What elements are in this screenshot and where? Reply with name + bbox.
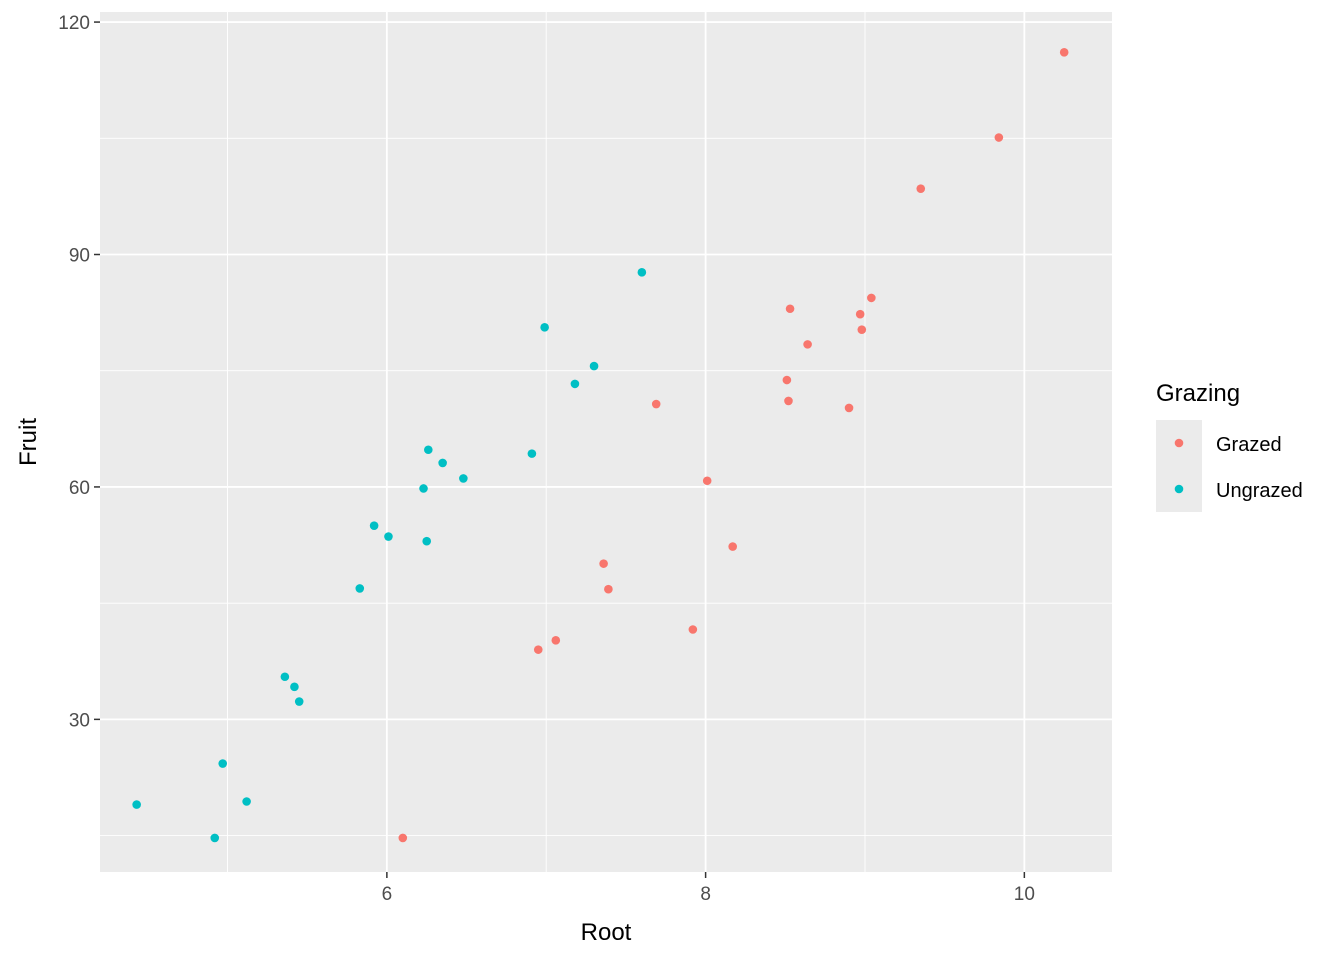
major-gridlines [100, 12, 1112, 872]
point-ungrazed [355, 584, 365, 593]
x-tick-label: 10 [1014, 884, 1035, 905]
point-ungrazed [294, 697, 304, 706]
y-axis-title: Fruit [15, 418, 42, 466]
point-ungrazed [424, 445, 433, 455]
point-grazed [994, 133, 1004, 142]
minor-gridlines [100, 12, 1112, 872]
y-axis: 30 60 90 120 [58, 13, 100, 731]
point-grazed [551, 636, 561, 645]
data-points [132, 47, 1069, 843]
point-ungrazed [290, 682, 299, 692]
point-ungrazed [419, 484, 428, 493]
point-grazed [599, 559, 608, 568]
point-grazed [398, 833, 408, 843]
point-grazed [803, 340, 812, 349]
x-axis: 6 8 10 [382, 872, 1035, 905]
legend-label-grazed: Grazed [1216, 434, 1282, 456]
y-tick-label: 60 [69, 478, 90, 499]
point-grazed [785, 304, 795, 314]
point-grazed [1059, 47, 1069, 57]
point-ungrazed [384, 532, 393, 541]
legend-title: Grazing [1156, 380, 1240, 407]
point-grazed [784, 396, 793, 406]
point-ungrazed [570, 379, 580, 389]
legend-marker-grazed [1174, 438, 1184, 448]
point-grazed [916, 184, 926, 193]
point-ungrazed [132, 800, 141, 809]
point-grazed [702, 476, 712, 486]
point-grazed [857, 325, 867, 334]
legend: Grazing Grazed Ungrazed [1156, 380, 1303, 512]
point-ungrazed [242, 797, 251, 806]
x-axis-title: Root [581, 919, 632, 946]
y-tick-label: 90 [69, 246, 90, 267]
point-ungrazed [459, 474, 468, 483]
panel-background [100, 12, 1112, 872]
point-grazed [855, 309, 865, 319]
point-grazed [533, 645, 543, 654]
point-ungrazed [369, 521, 379, 530]
point-grazed [867, 293, 876, 303]
point-grazed [688, 625, 698, 634]
x-tick-label: 6 [382, 884, 393, 905]
point-grazed [651, 399, 661, 409]
point-ungrazed [422, 536, 432, 546]
point-grazed [782, 375, 792, 385]
point-ungrazed [540, 323, 549, 332]
legend-label-ungrazed: Ungrazed [1216, 480, 1303, 502]
point-grazed [604, 584, 613, 594]
point-grazed [844, 403, 854, 413]
point-ungrazed [438, 458, 447, 468]
x-tick-label: 8 [700, 884, 711, 905]
point-ungrazed [527, 449, 537, 458]
y-tick-label: 30 [69, 710, 90, 731]
point-ungrazed [637, 268, 647, 277]
point-grazed [728, 542, 737, 551]
point-ungrazed [589, 361, 599, 371]
y-tick-label: 120 [58, 13, 90, 34]
point-ungrazed [218, 759, 228, 768]
legend-marker-ungrazed [1174, 484, 1184, 494]
point-ungrazed [210, 833, 220, 843]
point-ungrazed [280, 672, 290, 682]
